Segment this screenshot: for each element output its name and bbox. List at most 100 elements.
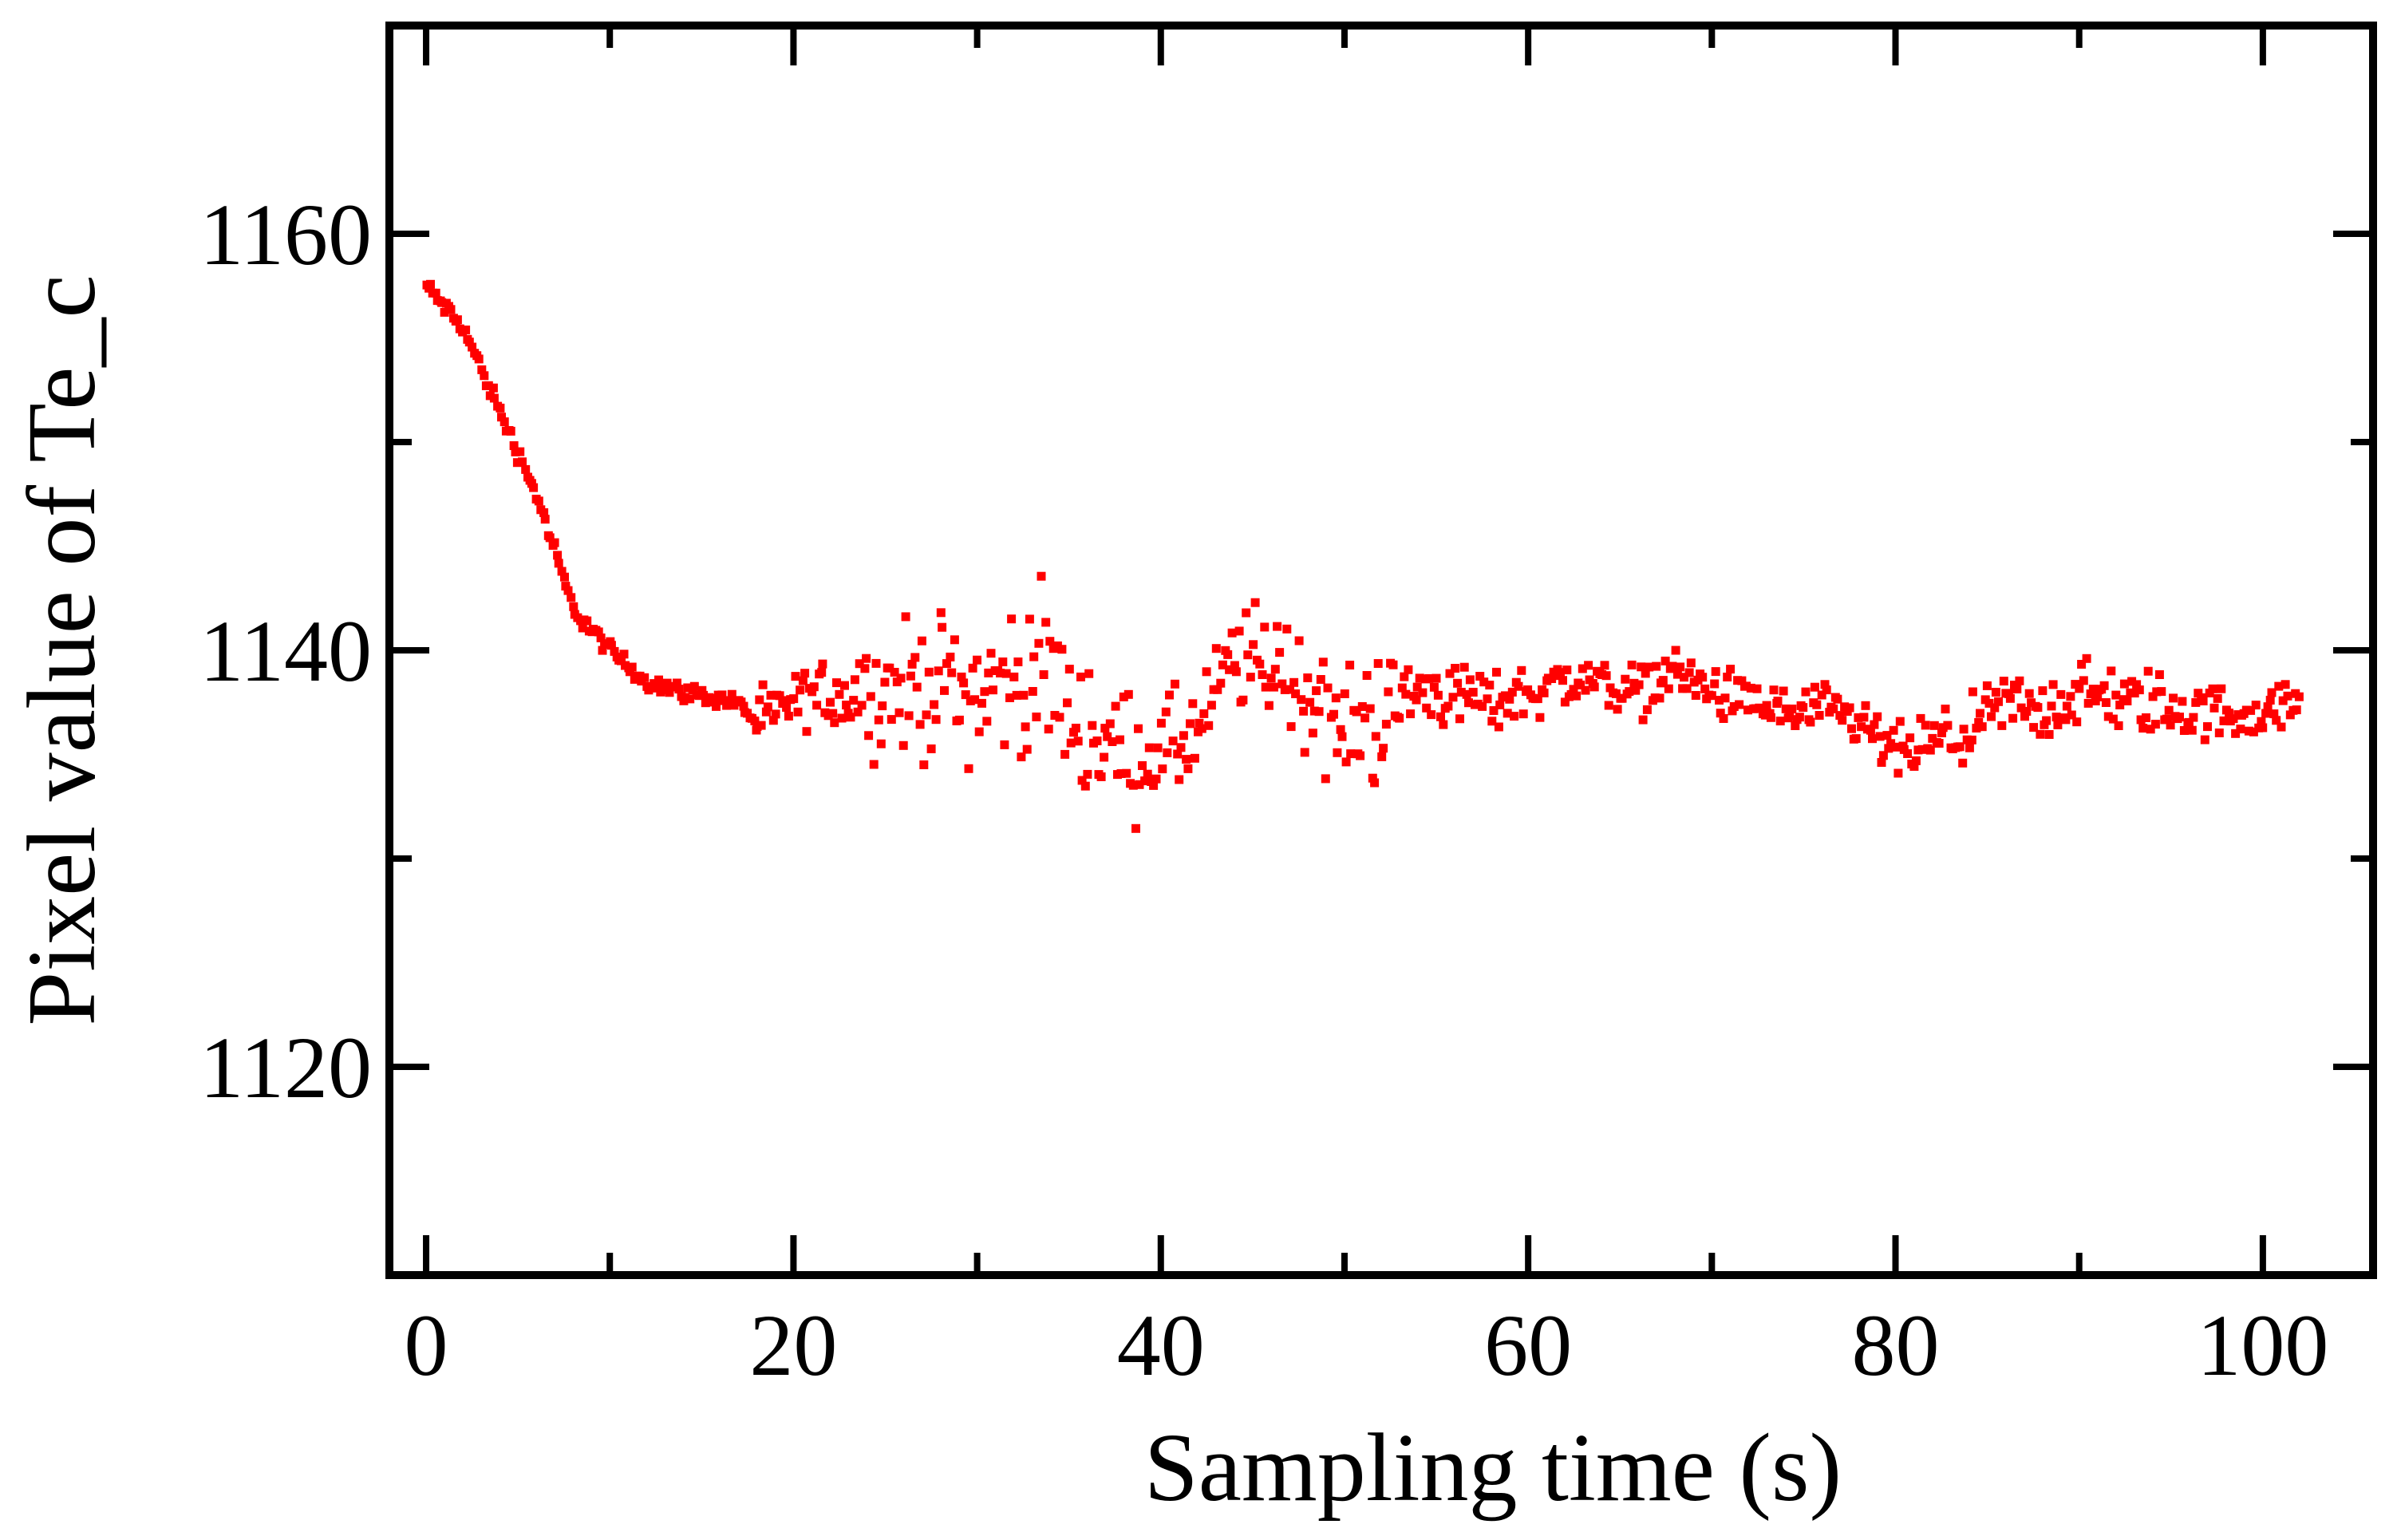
data-point (1195, 718, 1204, 728)
data-point (1373, 659, 1383, 668)
data-point (1680, 673, 1688, 682)
data-point (2132, 680, 2142, 689)
data-point (1715, 696, 1724, 705)
data-point (876, 739, 886, 748)
data-point (1021, 722, 1030, 732)
data-point (1968, 687, 1977, 697)
data-point (2142, 713, 2150, 722)
data-point (898, 740, 908, 750)
data-point (2083, 698, 2093, 708)
data-point (950, 635, 959, 645)
data-point (1197, 724, 1206, 733)
data-point (1083, 769, 1092, 779)
data-point (855, 659, 864, 669)
data-point (1323, 683, 1333, 693)
data-point (1875, 732, 1885, 741)
data-point (1684, 668, 1694, 677)
data-point (1057, 645, 1067, 654)
data-point (1443, 701, 1453, 711)
data-point (964, 764, 973, 773)
data-point (1088, 721, 1097, 730)
data-point (2175, 713, 2184, 722)
data-point (654, 675, 663, 685)
data-point (2038, 686, 2048, 696)
data-point (1190, 753, 1199, 763)
data-point (1223, 650, 1233, 659)
data-point (1859, 713, 1869, 722)
data-point (1976, 709, 1984, 718)
data-point (1895, 717, 1905, 726)
data-point (2198, 697, 2208, 705)
data-point (1791, 721, 1800, 730)
data-point (1316, 675, 1325, 684)
data-point (1604, 701, 1613, 710)
data-point (1429, 682, 1439, 692)
data-point (689, 681, 699, 691)
data-point (779, 696, 788, 705)
data-point (1321, 774, 1330, 784)
data-point (1938, 723, 1948, 732)
data-point (2225, 709, 2233, 718)
data-point (1589, 682, 1599, 692)
data-point (681, 693, 690, 702)
data-point (1273, 622, 1282, 631)
data-point (1982, 681, 1992, 690)
data-point (1801, 687, 1811, 697)
data-point (1737, 676, 1747, 685)
data-point (2285, 710, 2295, 720)
data-point (1766, 713, 1775, 722)
data-point (1149, 780, 1159, 790)
data-point (2005, 693, 2015, 703)
data-point (1838, 716, 1847, 725)
data-point (474, 354, 484, 364)
data-point (758, 680, 768, 689)
data-point (1987, 712, 1996, 721)
data-point (1558, 676, 1567, 685)
data-point (673, 678, 681, 688)
data-point (1005, 693, 1014, 702)
data-point (594, 627, 603, 637)
data-point (452, 315, 462, 325)
data-point (1122, 768, 1131, 778)
data-point (2146, 725, 2155, 734)
data-point (2062, 701, 2071, 711)
data-point (665, 688, 674, 697)
data-point (484, 381, 493, 390)
tick-labels: 0 20 40 60 80 100 1120 1140 1160 (199, 186, 2328, 1394)
data-point (2154, 670, 2164, 679)
data-point (1829, 704, 1838, 713)
data-point (1840, 702, 1850, 712)
data-point (1475, 672, 1485, 681)
data-point (907, 659, 917, 669)
data-point (2008, 713, 2018, 723)
data-point (1560, 697, 1570, 707)
data-point (1650, 693, 1660, 703)
data-point (563, 586, 573, 595)
data-point (2048, 680, 2058, 689)
data-point (1249, 640, 1258, 650)
data-point (1138, 761, 1147, 770)
data-point (1857, 722, 1866, 732)
data-point (1700, 684, 1710, 693)
y-tick-label: 1120 (199, 1019, 372, 1116)
data-point (1965, 743, 1974, 752)
data-point (2067, 710, 2076, 720)
data-point (2200, 735, 2209, 744)
data-point (2203, 722, 2212, 732)
data-point (1064, 665, 1074, 674)
data-point (1286, 722, 1296, 732)
data-point (1199, 709, 1209, 718)
data-point (1785, 711, 1795, 721)
data-point (2044, 730, 2054, 739)
data-point (910, 653, 920, 662)
data-point (569, 602, 579, 611)
data-point (1655, 693, 1664, 703)
data-point (782, 703, 792, 712)
data-point (2134, 685, 2144, 695)
data-point (1250, 598, 1260, 607)
data-point (1412, 682, 1422, 692)
data-point (2166, 721, 2175, 730)
data-point (1671, 646, 1680, 655)
data-point (1357, 702, 1367, 711)
data-point (1889, 725, 1898, 735)
